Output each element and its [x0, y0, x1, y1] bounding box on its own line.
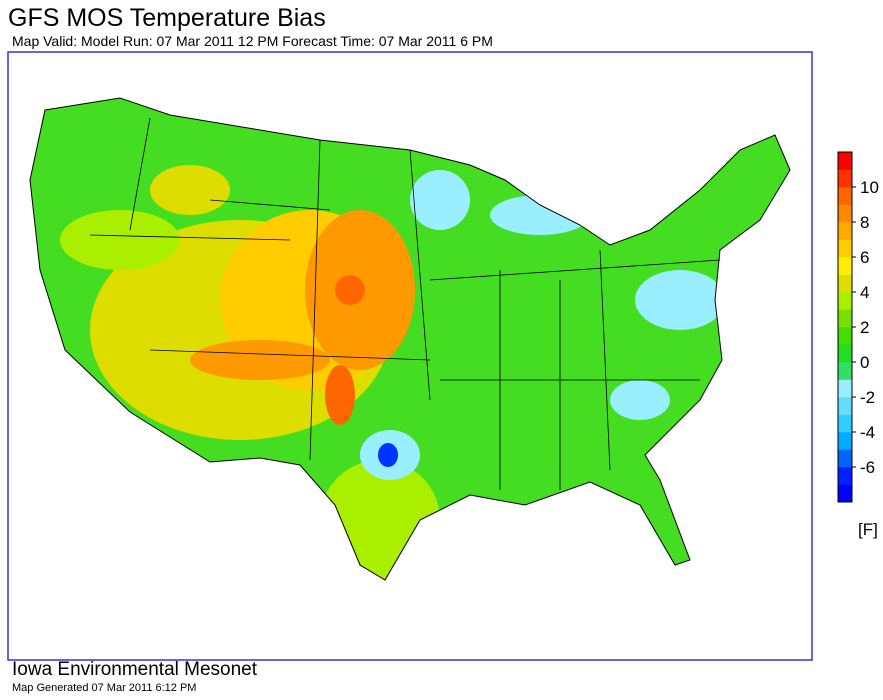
title: GFS MOS Temperature Bias — [8, 4, 326, 32]
colorbar-bin — [838, 397, 852, 415]
colorbar-bin — [838, 379, 852, 398]
colorbar-bin — [838, 344, 852, 363]
colorbar-tick-label: 8 — [860, 213, 869, 232]
subtitle: Map Valid: Model Run: 07 Mar 2011 12 PM … — [12, 33, 493, 49]
colorbar-tick-label: -2 — [860, 388, 875, 407]
colorbar-bin — [838, 292, 852, 310]
map — [30, 98, 790, 580]
colorbar-bin — [838, 239, 852, 258]
colorbar-bin — [838, 362, 852, 380]
footer-generated: Map Generated 07 Mar 2011 6:12 PM — [12, 682, 196, 694]
colorbar-tick-label: 10 — [860, 178, 879, 197]
colorbar-bin — [838, 309, 852, 328]
colorbar-bin — [838, 257, 852, 275]
colorbar-tick-label: 4 — [860, 283, 869, 302]
colorbar-bin — [838, 222, 852, 240]
colorbar-tick-label: -4 — [860, 423, 875, 442]
colorbar-tick-label: -6 — [860, 458, 875, 477]
colorbar-unit: [F] — [858, 520, 878, 539]
footer-org: Iowa Environmental Mesonet — [12, 659, 258, 680]
colorbar-bin — [838, 274, 852, 293]
colorbar-tick-label: 6 — [860, 248, 869, 267]
colorbar-tick-label: 2 — [860, 318, 869, 337]
state-borders — [89, 117, 721, 490]
colorbar-bin — [838, 152, 852, 170]
colorbar-tick-label: 0 — [860, 353, 869, 372]
colorbar-bin — [838, 414, 852, 433]
colorbar-bin — [838, 449, 852, 468]
colorbar-bin — [838, 187, 852, 205]
colorbar-bin — [838, 169, 852, 188]
colorbar-bin — [838, 484, 852, 503]
colorbar-bin — [838, 467, 852, 485]
colorbar-bin — [838, 327, 852, 345]
colorbar-bin — [838, 204, 852, 223]
colorbar-bin — [838, 432, 852, 450]
